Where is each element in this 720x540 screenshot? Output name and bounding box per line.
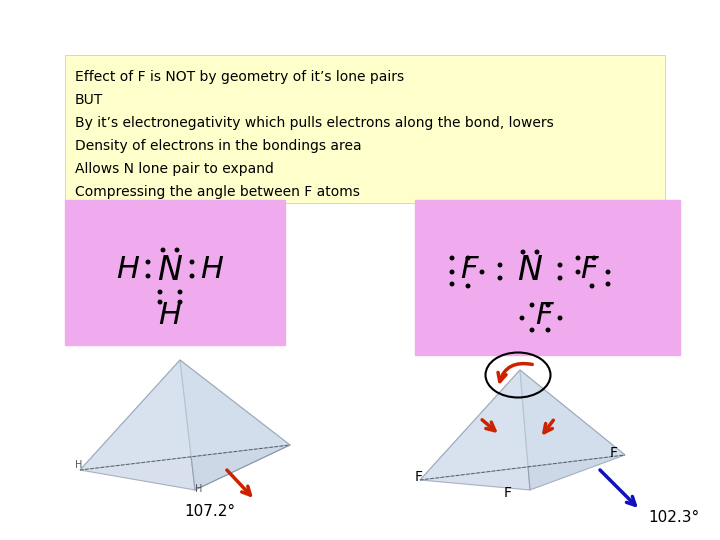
Text: Allows N lone pair to expand: Allows N lone pair to expand xyxy=(75,162,274,176)
Text: H: H xyxy=(75,460,82,470)
Text: 107.2°: 107.2° xyxy=(184,504,235,519)
Text: F: F xyxy=(504,486,512,500)
Polygon shape xyxy=(520,370,625,490)
Circle shape xyxy=(521,316,523,320)
Polygon shape xyxy=(420,370,530,490)
Circle shape xyxy=(190,260,194,264)
Circle shape xyxy=(558,276,562,280)
Text: F: F xyxy=(415,470,423,484)
Text: $\mathit{H}$: $\mathit{H}$ xyxy=(200,255,224,285)
Circle shape xyxy=(480,270,484,274)
Circle shape xyxy=(450,282,454,286)
Circle shape xyxy=(546,303,550,307)
Circle shape xyxy=(175,248,179,252)
Text: Density of electrons in the bondings area: Density of electrons in the bondings are… xyxy=(75,139,361,153)
Text: $\mathit{H}$: $\mathit{H}$ xyxy=(158,300,182,329)
Circle shape xyxy=(546,328,550,332)
Text: $\mathit{N}$: $\mathit{N}$ xyxy=(517,253,543,287)
Circle shape xyxy=(590,284,594,288)
FancyBboxPatch shape xyxy=(65,55,665,203)
Circle shape xyxy=(576,256,580,260)
Circle shape xyxy=(179,291,181,294)
Polygon shape xyxy=(180,360,290,490)
Text: $\mathit{F}$: $\mathit{F}$ xyxy=(535,300,555,329)
Circle shape xyxy=(606,270,610,274)
Circle shape xyxy=(450,256,454,260)
Circle shape xyxy=(158,300,162,303)
Text: BUT: BUT xyxy=(75,93,103,107)
FancyBboxPatch shape xyxy=(65,200,285,345)
Circle shape xyxy=(190,274,194,278)
Circle shape xyxy=(593,256,595,260)
Circle shape xyxy=(467,256,469,260)
Circle shape xyxy=(558,316,562,320)
Text: By it’s electronegativity which pulls electrons along the bond, lowers: By it’s electronegativity which pulls el… xyxy=(75,116,554,130)
Polygon shape xyxy=(80,360,290,470)
Circle shape xyxy=(467,284,469,288)
Circle shape xyxy=(498,276,502,280)
Text: $\mathit{F}$: $\mathit{F}$ xyxy=(460,255,480,285)
Circle shape xyxy=(146,260,150,264)
Circle shape xyxy=(535,250,539,254)
Circle shape xyxy=(161,248,165,252)
Circle shape xyxy=(558,263,562,267)
Polygon shape xyxy=(420,370,625,480)
Circle shape xyxy=(146,274,150,278)
Polygon shape xyxy=(80,360,195,490)
Circle shape xyxy=(158,291,162,294)
Circle shape xyxy=(530,328,534,332)
Circle shape xyxy=(576,270,580,274)
Circle shape xyxy=(606,282,610,286)
Text: $\mathit{H}$: $\mathit{H}$ xyxy=(116,255,140,285)
Text: $\mathit{F}$: $\mathit{F}$ xyxy=(580,255,600,285)
Text: 102.3°: 102.3° xyxy=(648,510,699,525)
Circle shape xyxy=(450,270,454,274)
Text: Effect of F is NOT by geometry of it’s lone pairs: Effect of F is NOT by geometry of it’s l… xyxy=(75,70,404,84)
Text: Compressing the angle between F atoms: Compressing the angle between F atoms xyxy=(75,185,360,199)
Text: F: F xyxy=(610,446,618,460)
FancyBboxPatch shape xyxy=(415,200,680,355)
Circle shape xyxy=(530,303,534,307)
Circle shape xyxy=(521,250,525,254)
Circle shape xyxy=(498,263,502,267)
Text: $\mathit{N}$: $\mathit{N}$ xyxy=(157,253,183,287)
Text: H: H xyxy=(195,484,202,494)
Circle shape xyxy=(179,300,181,303)
